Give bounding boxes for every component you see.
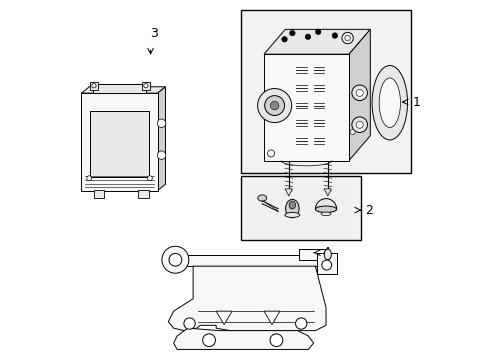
- Circle shape: [355, 121, 363, 128]
- Text: 2: 2: [364, 204, 372, 217]
- Bar: [93, 84, 146, 93]
- Polygon shape: [348, 30, 369, 161]
- Polygon shape: [264, 311, 279, 325]
- Circle shape: [321, 260, 331, 270]
- Circle shape: [183, 318, 195, 329]
- Bar: [90, 82, 98, 90]
- Ellipse shape: [324, 249, 331, 260]
- Circle shape: [202, 334, 215, 347]
- Circle shape: [169, 253, 182, 266]
- Polygon shape: [173, 328, 313, 350]
- Circle shape: [355, 89, 363, 96]
- Circle shape: [264, 96, 284, 116]
- Bar: [299, 249, 327, 260]
- Bar: [142, 82, 149, 90]
- Circle shape: [157, 119, 165, 127]
- Bar: [138, 190, 148, 198]
- Polygon shape: [216, 311, 232, 325]
- Bar: [90, 111, 148, 177]
- Circle shape: [162, 246, 188, 273]
- Text: 3: 3: [150, 27, 158, 40]
- Circle shape: [92, 84, 96, 88]
- Circle shape: [270, 101, 278, 110]
- Bar: [317, 253, 336, 274]
- Circle shape: [281, 36, 287, 42]
- Circle shape: [257, 89, 291, 123]
- Text: 4: 4: [322, 246, 330, 259]
- Bar: [246, 180, 352, 235]
- Circle shape: [315, 29, 321, 35]
- Polygon shape: [168, 266, 325, 330]
- Ellipse shape: [257, 195, 266, 201]
- Circle shape: [157, 151, 165, 159]
- Ellipse shape: [285, 199, 299, 218]
- Bar: [241, 176, 361, 240]
- Polygon shape: [264, 30, 369, 54]
- Circle shape: [267, 150, 274, 157]
- Circle shape: [331, 33, 337, 39]
- Circle shape: [289, 30, 295, 36]
- Circle shape: [86, 176, 92, 181]
- Wedge shape: [315, 199, 336, 209]
- Ellipse shape: [288, 201, 295, 209]
- Bar: [94, 190, 104, 198]
- Polygon shape: [157, 87, 165, 191]
- Circle shape: [349, 130, 354, 135]
- Ellipse shape: [285, 212, 299, 217]
- Circle shape: [351, 85, 367, 100]
- Polygon shape: [324, 189, 331, 196]
- Circle shape: [295, 318, 306, 329]
- Ellipse shape: [315, 206, 336, 212]
- Bar: [81, 93, 157, 191]
- Circle shape: [269, 334, 282, 347]
- Polygon shape: [285, 189, 292, 196]
- Circle shape: [143, 84, 148, 88]
- Bar: [264, 54, 348, 161]
- Circle shape: [305, 34, 310, 40]
- Circle shape: [147, 176, 152, 181]
- Ellipse shape: [371, 66, 407, 140]
- Polygon shape: [185, 256, 325, 266]
- Polygon shape: [184, 256, 187, 260]
- Polygon shape: [81, 87, 165, 93]
- Ellipse shape: [378, 78, 400, 127]
- Text: 1: 1: [412, 95, 420, 108]
- Bar: [241, 10, 410, 173]
- Ellipse shape: [321, 212, 330, 216]
- Circle shape: [344, 35, 350, 41]
- Circle shape: [341, 32, 353, 44]
- Circle shape: [351, 117, 367, 132]
